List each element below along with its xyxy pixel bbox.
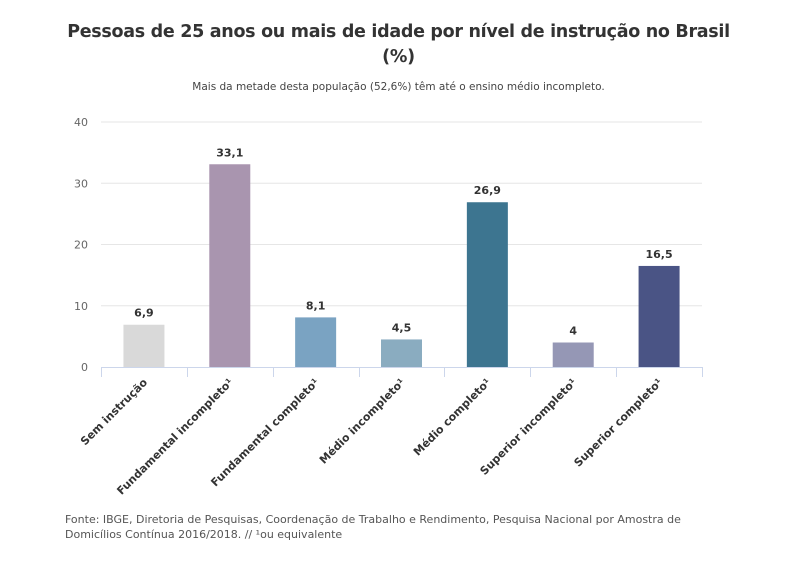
bar[interactable] xyxy=(466,202,508,367)
data-label: 16,5 xyxy=(646,248,673,261)
bar[interactable] xyxy=(209,164,251,367)
bar[interactable] xyxy=(638,265,680,367)
y-tick-label: 0 xyxy=(81,361,88,374)
bar[interactable] xyxy=(552,342,594,368)
bar[interactable] xyxy=(381,339,422,367)
data-label: 8,1 xyxy=(306,299,326,312)
gridlines xyxy=(101,121,702,307)
chart-title-line-2: (%) xyxy=(382,47,415,67)
y-tick-label: 30 xyxy=(74,177,88,190)
source-footer: Fonte: IBGE, Diretoria de Pesquisas, Coo… xyxy=(65,512,745,542)
chart-subtitle: Mais da metade desta população (52,6%) t… xyxy=(192,81,605,93)
bars xyxy=(123,164,680,368)
y-tick-label: 40 xyxy=(74,116,88,129)
category-label: Superior completo¹ xyxy=(572,376,666,470)
x-axis xyxy=(101,367,703,377)
chart-title: Pessoas de 25 anos ou mais de idade por … xyxy=(0,20,797,70)
data-label: 4,5 xyxy=(392,321,412,334)
category-label: Médio incompleto¹ xyxy=(317,376,408,467)
y-axis-ticks: 0 10 20 30 40 xyxy=(74,116,88,374)
category-label: Superior incompleto¹ xyxy=(478,376,580,478)
data-label: 26,9 xyxy=(474,184,501,197)
y-tick-label: 10 xyxy=(74,300,88,313)
footer-line-2: Domicílios Contínua 2016/2018. // ¹ou eq… xyxy=(65,528,343,541)
category-label: Médio completo¹ xyxy=(411,376,494,459)
bar[interactable] xyxy=(295,317,337,367)
category-label: Sem instrução xyxy=(78,376,150,448)
bar[interactable] xyxy=(123,324,165,367)
data-label: 4 xyxy=(569,325,577,338)
data-label: 6,9 xyxy=(134,307,154,320)
footer-line-1: Fonte: IBGE, Diretoria de Pesquisas, Coo… xyxy=(65,513,681,526)
data-labels: 6,9 33,1 8,1 4,5 26,9 4 16,5 xyxy=(134,146,672,337)
y-tick-label: 20 xyxy=(74,239,88,252)
data-label: 33,1 xyxy=(216,146,243,159)
chart-title-line-1: Pessoas de 25 anos ou mais de idade por … xyxy=(67,22,730,42)
